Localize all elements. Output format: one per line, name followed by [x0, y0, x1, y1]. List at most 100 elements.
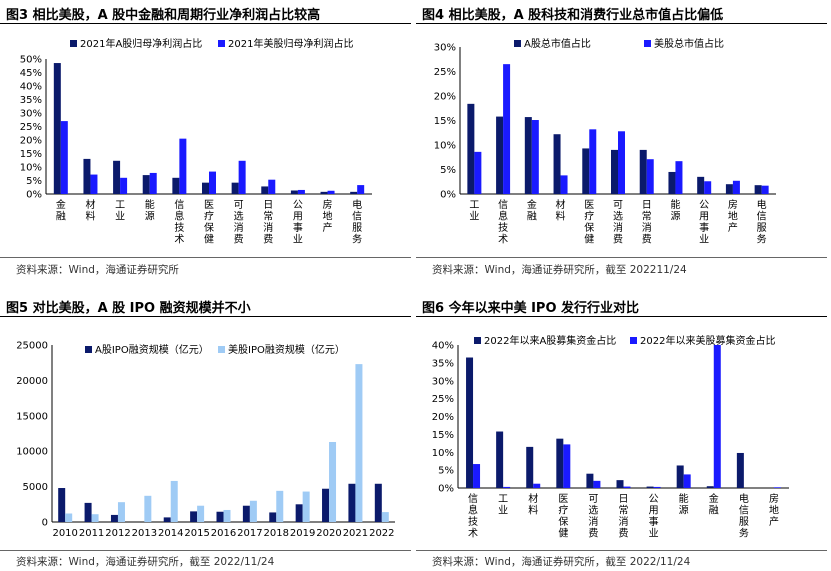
bar-a: [524, 117, 532, 194]
x-tick-label: 日常消费: [619, 494, 629, 540]
bar-b: [473, 464, 481, 488]
panel-ipo-scale: 图5 对比美股，A 股 IPO 融资规模并不小 0 5000 10000 15000 2…: [0, 293, 415, 571]
y-tick-label: 35%: [432, 358, 454, 369]
bar-b: [381, 512, 389, 522]
bar-a: [83, 158, 91, 194]
bar-a: [582, 148, 590, 194]
y-tick-label: 20000: [16, 376, 48, 387]
y-tick-label: 15%: [434, 116, 456, 127]
x-tick-label: 2018: [264, 528, 289, 539]
bar-a: [668, 171, 676, 194]
panel-market-cap-share: 图4 相比美股，A 股科技和消费行业总市值占比偏低 0% 5% 10% 15% 20% 2…: [416, 0, 831, 283]
bar-b: [675, 161, 683, 194]
source-rule: [416, 550, 827, 551]
bar-b: [249, 500, 257, 522]
x-tick-label: 日常消费: [263, 200, 273, 246]
title-rule: [416, 23, 827, 24]
bar-b: [149, 172, 157, 194]
bar-b: [60, 121, 68, 194]
bar-a: [202, 182, 209, 194]
x-tick-label: 材料: [85, 198, 95, 223]
bar-b: [589, 129, 597, 194]
y-tick-label: 30%: [432, 376, 454, 387]
bar-a: [706, 486, 714, 488]
bar-b: [732, 180, 740, 194]
x-tick-label: 工业: [498, 494, 508, 517]
chart-title: 图6 今年以来中美 IPO 发行行业对比: [422, 301, 640, 316]
x-tick-label: 信息技术: [468, 493, 478, 540]
x-tick-label: 2011: [79, 528, 104, 539]
source-note: 资料来源：Wind，海通证券研究所，截至 202211/24: [432, 264, 687, 276]
y-tick-label: 20%: [434, 92, 456, 103]
y-tick-label: 0%: [438, 484, 454, 495]
bar-b: [531, 120, 539, 194]
legend-swatch: [514, 40, 521, 47]
y-tick-label: 45%: [20, 68, 42, 79]
bar-a: [320, 191, 328, 194]
y-tick-label: 40%: [20, 82, 42, 93]
legend-label: 2022年以来美股募集资金占比: [640, 334, 775, 347]
bar-a: [261, 186, 269, 194]
bar-b: [117, 502, 125, 522]
x-tick-label: 2010: [52, 528, 77, 539]
source-rule: [0, 550, 411, 551]
legend-label: 2021年美股归母净利润占比: [228, 37, 353, 50]
bar-a: [646, 486, 654, 488]
x-tick-label: 能源: [670, 198, 680, 223]
bar-b: [474, 151, 482, 194]
panel-net-profit-share: 图3 相比美股，A 股中金融和周期行业净利润占比较高 0% 5% 10% 15% 20%…: [0, 0, 415, 283]
x-tick-label: 公用事业: [699, 200, 709, 246]
y-tick-label: 35%: [20, 95, 42, 106]
y-tick-label: 30%: [20, 109, 42, 120]
bar-b: [560, 175, 568, 194]
bar-b: [357, 185, 365, 194]
bar-b: [623, 486, 631, 488]
bar-a: [754, 185, 762, 194]
bar-b: [773, 487, 781, 488]
x-tick-label: 房地产: [323, 198, 333, 234]
x-tick-label: 材料: [528, 492, 538, 517]
legend-swatch: [70, 40, 77, 47]
legend-swatch: [630, 337, 637, 344]
y-tick-label: 10%: [432, 448, 454, 459]
y-tick-label: 15%: [432, 430, 454, 441]
y-tick-label: 5%: [440, 165, 456, 176]
bar-b: [355, 364, 363, 522]
y-tick-label: 30%: [434, 43, 456, 54]
x-tick-label: 工业: [115, 200, 125, 223]
bar-b: [238, 160, 246, 194]
x-tick-label: 房地产: [728, 198, 738, 234]
y-tick-label: 25%: [20, 122, 42, 133]
x-tick-label: 2020: [316, 528, 341, 539]
source-note: 资料来源：Wind，海通证券研究所，截至 2022/11/24: [16, 556, 275, 568]
x-tick-label: 2014: [158, 528, 183, 539]
x-tick-label: 能源: [145, 198, 155, 223]
title-rule: [416, 316, 827, 317]
bar-b: [144, 495, 152, 522]
y-tick-label: 10%: [434, 141, 456, 152]
bar-a: [231, 182, 239, 194]
bar-b: [223, 509, 231, 522]
bar-b: [683, 474, 691, 488]
bar-a: [611, 149, 618, 194]
bar-b: [503, 64, 511, 195]
source-rule: [416, 257, 827, 258]
bar-a: [290, 190, 298, 194]
bar-a: [466, 357, 474, 488]
x-tick-label: 2013: [132, 528, 157, 539]
x-tick-label: 工业: [469, 200, 479, 223]
y-tick-label: 5%: [26, 176, 42, 187]
bar-a: [53, 63, 61, 194]
x-tick-label: 公用事业: [649, 494, 659, 540]
y-tick-label: 0%: [26, 190, 42, 201]
x-tick-label: 金融: [527, 198, 537, 223]
bar-b: [90, 174, 98, 194]
y-tick-label: 20%: [432, 412, 454, 423]
legend-label: A股IPO融资规模（亿元）: [95, 343, 209, 356]
x-tick-label: 2015: [184, 528, 209, 539]
bar-a: [616, 480, 624, 488]
bar-b: [302, 491, 310, 522]
bar-a: [496, 431, 504, 488]
